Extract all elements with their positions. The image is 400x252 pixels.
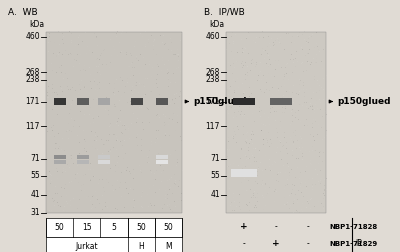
Text: -: - xyxy=(275,222,277,231)
Text: Jurkat: Jurkat xyxy=(76,242,98,251)
Text: 31: 31 xyxy=(30,208,40,217)
Text: 117: 117 xyxy=(26,122,40,131)
Bar xyxy=(46,237,182,252)
Bar xyxy=(54,160,66,164)
Text: NBP1-71829: NBP1-71829 xyxy=(329,241,378,247)
Text: 238: 238 xyxy=(206,75,220,84)
Text: +: + xyxy=(240,222,248,231)
Text: NBP1-71828: NBP1-71828 xyxy=(329,224,378,230)
Text: +: + xyxy=(272,239,280,248)
Bar xyxy=(156,154,168,159)
Text: 268: 268 xyxy=(206,68,220,77)
Text: 55: 55 xyxy=(210,171,220,180)
Bar xyxy=(226,32,326,213)
Text: 5: 5 xyxy=(112,223,116,232)
Bar xyxy=(156,98,168,105)
Text: H: H xyxy=(138,242,144,251)
Bar xyxy=(98,98,110,105)
Text: p150glued: p150glued xyxy=(193,97,247,106)
Bar xyxy=(54,98,66,105)
Text: B.  IP/WB: B. IP/WB xyxy=(204,8,245,17)
Text: 50: 50 xyxy=(136,223,146,232)
Bar xyxy=(46,32,182,213)
Text: 460: 460 xyxy=(205,33,220,41)
Text: 50: 50 xyxy=(55,223,64,232)
Bar xyxy=(77,154,89,159)
Text: IP: IP xyxy=(355,239,362,248)
Text: kDa: kDa xyxy=(209,20,224,29)
Text: 171: 171 xyxy=(206,97,220,106)
Bar xyxy=(270,98,292,105)
Bar xyxy=(77,160,89,164)
Bar xyxy=(131,98,143,105)
Text: kDa: kDa xyxy=(29,20,44,29)
Text: -: - xyxy=(307,239,309,248)
Bar xyxy=(156,160,168,164)
Text: -: - xyxy=(243,239,245,248)
Text: 71: 71 xyxy=(210,154,220,163)
Text: 55: 55 xyxy=(30,171,40,180)
Text: 238: 238 xyxy=(26,75,40,84)
Text: 50: 50 xyxy=(164,223,173,232)
Bar xyxy=(98,154,110,159)
Text: -: - xyxy=(307,222,309,231)
Text: 460: 460 xyxy=(25,33,40,41)
Text: 268: 268 xyxy=(26,68,40,77)
Text: A.  WB: A. WB xyxy=(8,8,38,17)
Bar xyxy=(98,160,110,164)
Text: 71: 71 xyxy=(30,154,40,163)
Bar xyxy=(231,169,257,177)
Text: 15: 15 xyxy=(82,223,92,232)
Text: M: M xyxy=(165,242,172,251)
Bar xyxy=(46,218,182,237)
Text: 117: 117 xyxy=(206,122,220,131)
Text: 41: 41 xyxy=(210,190,220,199)
Bar xyxy=(77,98,89,105)
Bar xyxy=(233,98,255,105)
Text: 171: 171 xyxy=(26,97,40,106)
Text: 41: 41 xyxy=(30,190,40,199)
Bar xyxy=(54,154,66,159)
Text: p150glued: p150glued xyxy=(337,97,391,106)
